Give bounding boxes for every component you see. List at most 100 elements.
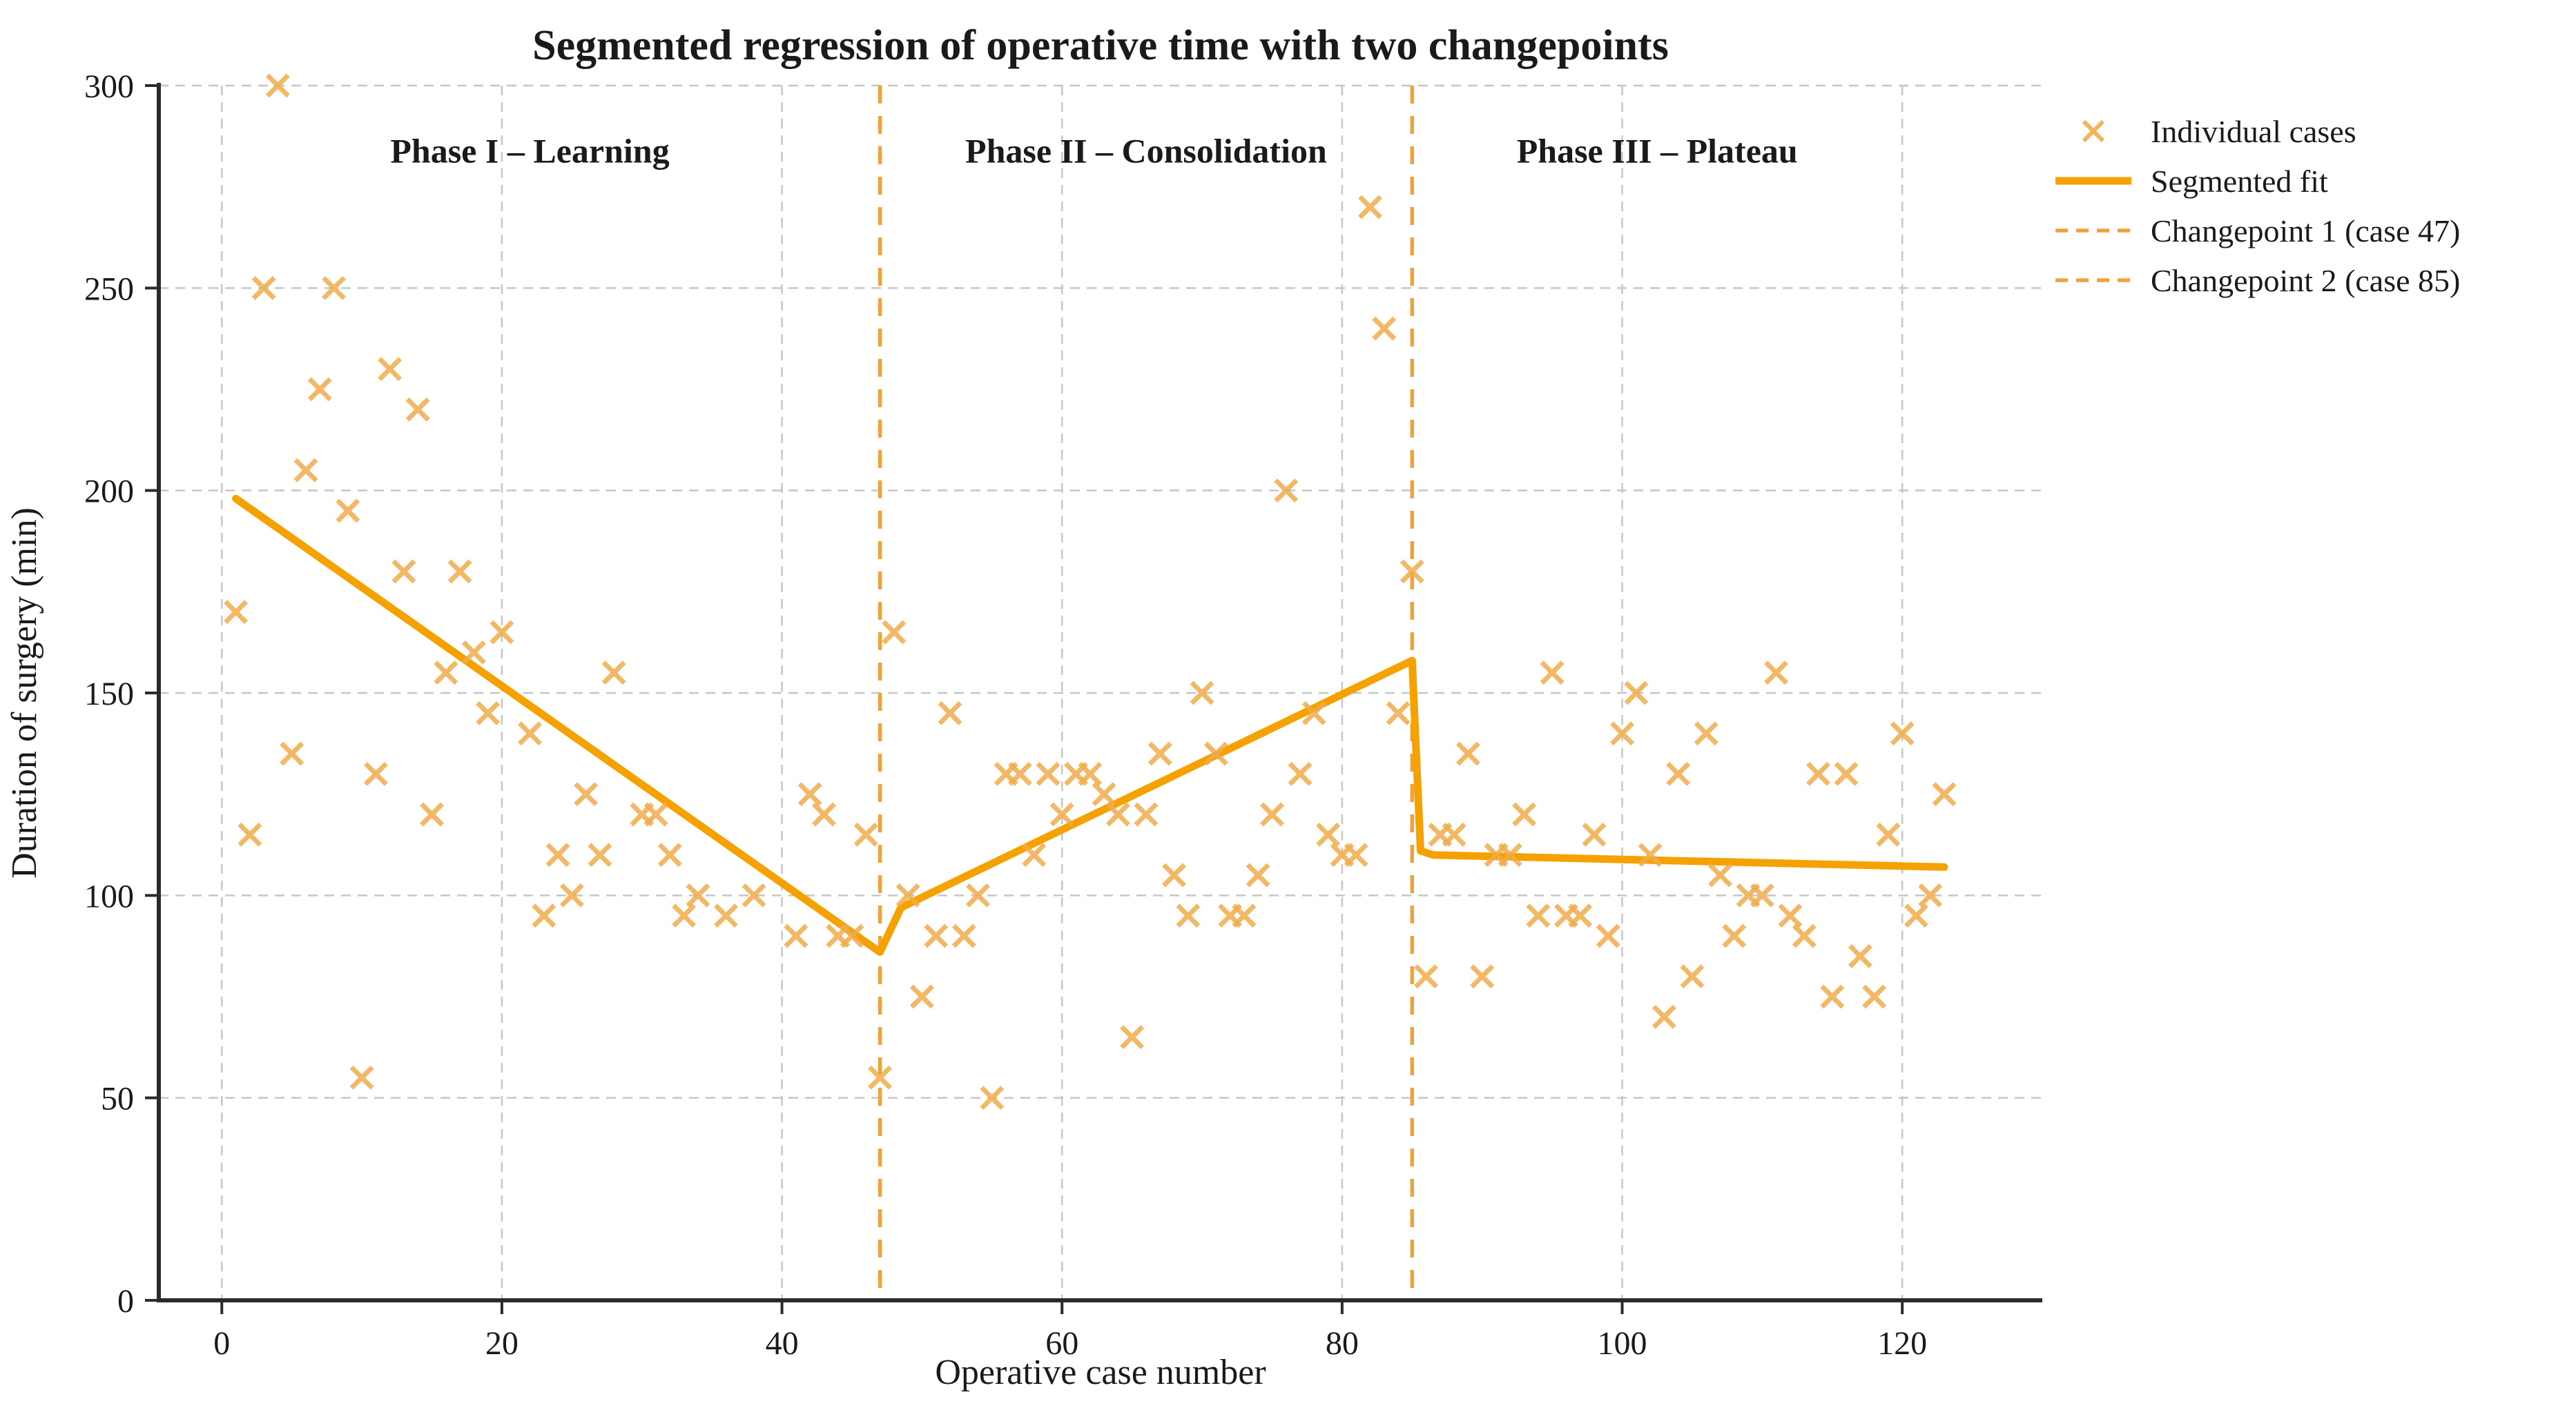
scatter-point xyxy=(545,843,570,868)
scatter-point xyxy=(293,458,318,482)
legend-item: Individual cases xyxy=(2082,114,2356,149)
scatter-point xyxy=(1470,964,1495,989)
scatter-point xyxy=(1666,761,1691,786)
scatter-point xyxy=(1105,802,1130,827)
scatter-point xyxy=(251,275,276,300)
scatter-point xyxy=(391,559,416,584)
scatter-point xyxy=(1820,984,1845,1009)
scatter-point xyxy=(1022,843,1047,868)
scatter-point xyxy=(1750,883,1774,908)
legend-item-label: Segmented fit xyxy=(2151,164,2328,199)
scatter-point xyxy=(1357,195,1382,219)
scatter-point xyxy=(797,782,822,807)
scatter-point xyxy=(938,701,962,725)
scatter-point xyxy=(1568,903,1593,928)
scatter-point xyxy=(224,600,249,625)
scatter-point xyxy=(1862,984,1887,1009)
scatter-point xyxy=(840,923,864,948)
phase-label-3: Phase III – Plateau xyxy=(1517,131,1798,170)
scatter-point xyxy=(909,984,934,1009)
scatter-point xyxy=(1036,761,1061,786)
scatter-point xyxy=(1203,741,1228,766)
legend-x-marker-icon xyxy=(2082,119,2105,143)
x-tick-label: 0 xyxy=(213,1325,230,1362)
scatter-point xyxy=(1512,802,1537,827)
scatter-point xyxy=(1147,741,1172,766)
scatter-point xyxy=(1092,782,1116,807)
scatter-point xyxy=(1932,782,1957,807)
y-tick-label: 50 xyxy=(101,1081,134,1117)
scatter-point xyxy=(1652,1004,1676,1029)
scatter-point xyxy=(882,620,907,645)
scatter-point xyxy=(280,741,304,766)
scatter-point xyxy=(1848,943,1872,968)
scatter-point xyxy=(363,761,388,786)
scatter-point xyxy=(238,822,262,847)
x-tick-label: 80 xyxy=(1326,1325,1359,1362)
scatter-point xyxy=(1526,903,1551,928)
scatter-point xyxy=(1344,843,1368,868)
scatter-point xyxy=(1498,843,1522,868)
segmented-fit-line xyxy=(232,494,1948,956)
scatter-point xyxy=(924,923,949,948)
scatter-point xyxy=(1708,863,1732,888)
scatter-point xyxy=(1190,681,1214,705)
grid-lines xyxy=(159,84,2042,1302)
legend-item: Segmented fit xyxy=(2055,164,2328,199)
tick-labels: 0 20 40 60 80 100 120 0 50 100 150 200 250 300 xyxy=(84,68,1927,1362)
scatter-point xyxy=(1259,802,1284,827)
legend-item-label: Individual cases xyxy=(2151,114,2356,149)
scatter-point xyxy=(868,1065,893,1090)
y-tick-label: 250 xyxy=(84,271,134,307)
scatter-point xyxy=(1414,964,1439,989)
scatter-point xyxy=(518,721,542,746)
scatter-point xyxy=(1778,903,1803,928)
scatter-point xyxy=(713,903,738,928)
scatter-point xyxy=(1007,761,1032,786)
x-tick-label: 60 xyxy=(1045,1325,1078,1362)
scatter-point xyxy=(532,903,556,928)
scatter-point xyxy=(405,397,430,422)
scatter-point xyxy=(980,1086,1005,1111)
fit-polyline xyxy=(232,494,1948,956)
legend-item: Changepoint 1 (case 47) xyxy=(2055,213,2460,248)
scatter-point xyxy=(336,498,360,523)
y-tick-label: 200 xyxy=(84,473,134,510)
scatter-point xyxy=(420,802,444,827)
scatter-point xyxy=(1764,661,1789,685)
legend: Individual cases Segmented fit Changepoint… xyxy=(2055,114,2460,298)
scatter-point xyxy=(1049,802,1074,827)
y-axis-label: Duration of surgery (min) xyxy=(5,507,44,879)
scatter-point xyxy=(672,903,697,928)
chart-title: Segmented regression of operative time w… xyxy=(532,22,1669,69)
scatter-point xyxy=(378,357,403,382)
scatter-point xyxy=(742,883,766,908)
scatter-point xyxy=(784,923,808,948)
scatter-point xyxy=(643,802,668,827)
scatter-point xyxy=(559,883,584,908)
scatter-point xyxy=(1288,761,1313,786)
phase-label-2: Phase II – Consolidation xyxy=(965,131,1327,170)
scatter-point xyxy=(1274,478,1299,503)
scatter-point xyxy=(1455,741,1480,766)
scatter-point xyxy=(461,640,486,665)
scatter-point xyxy=(1806,761,1830,786)
scatter-point xyxy=(447,559,472,584)
scatter-point xyxy=(1918,883,1943,908)
scatter-point xyxy=(1176,903,1201,928)
scatter-point xyxy=(490,620,514,645)
y-tick-label: 150 xyxy=(84,676,134,712)
scatter-point xyxy=(853,822,878,847)
scatter-point xyxy=(686,883,710,908)
scatter-point xyxy=(1722,923,1747,948)
scatter-point xyxy=(966,883,991,908)
scatter-point xyxy=(1540,661,1565,685)
chart-text: Segmented regression of operative time w… xyxy=(5,22,1798,1392)
legend-item-label: Changepoint 2 (case 85) xyxy=(2151,263,2460,298)
scatter-point xyxy=(1792,923,1817,948)
scatter-point xyxy=(951,923,976,948)
scatter-point xyxy=(574,782,599,807)
axes xyxy=(145,83,2042,1314)
